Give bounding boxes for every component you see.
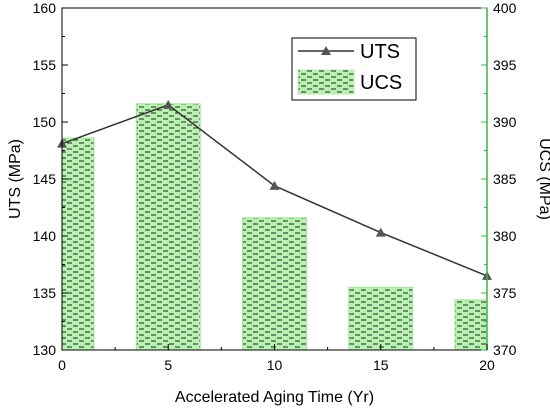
left-tick-label: 150 [33,114,57,130]
right-axis-ticks: 370 375 380 385 390 395 400 [481,0,517,358]
ucs-bar [135,103,201,351]
right-tick-label: 370 [493,342,517,358]
legend-uts-label: UTS [360,41,400,63]
right-axis-title: UCS (MPa) [536,138,550,220]
right-tick-label: 380 [493,228,517,244]
left-tick-label: 160 [33,0,57,16]
ucs-bar [61,137,95,351]
left-axis-title: UTS (MPa) [7,139,24,219]
x-tick-label: 15 [373,357,389,373]
right-tick-label: 385 [493,171,517,187]
left-tick-label: 135 [33,285,57,301]
right-tick-label: 390 [493,114,517,130]
x-tick-label: 10 [267,357,283,373]
legend: UTS UCS [291,37,417,101]
left-axis-ticks: 130 135 140 145 150 155 160 [33,0,68,358]
ucs-bar [454,299,488,351]
left-tick-label: 155 [33,57,57,73]
legend-uts-marker-icon [321,46,331,55]
left-tick-label: 145 [33,171,57,187]
uts-point [163,99,174,109]
ucs-bar [242,217,307,351]
uts-point [269,180,280,190]
x-tick-label: 0 [58,357,66,373]
uts-point [375,227,386,237]
right-tick-label: 395 [493,57,517,73]
x-tick-label: 5 [164,357,172,373]
bars-layer [61,103,488,351]
right-tick-label: 400 [493,0,517,16]
ucs-bar [348,286,414,351]
legend-ucs-label: UCS [360,72,402,94]
legend-ucs-swatch [297,69,355,95]
x-tick-label: 20 [479,357,495,373]
x-axis-ticks: 0 5 10 15 20 [58,344,495,373]
left-tick-label: 140 [33,228,57,244]
x-axis-title: Accelerated Aging Time (Yr) [175,389,374,406]
left-tick-label: 130 [33,342,57,358]
right-tick-label: 375 [493,285,517,301]
